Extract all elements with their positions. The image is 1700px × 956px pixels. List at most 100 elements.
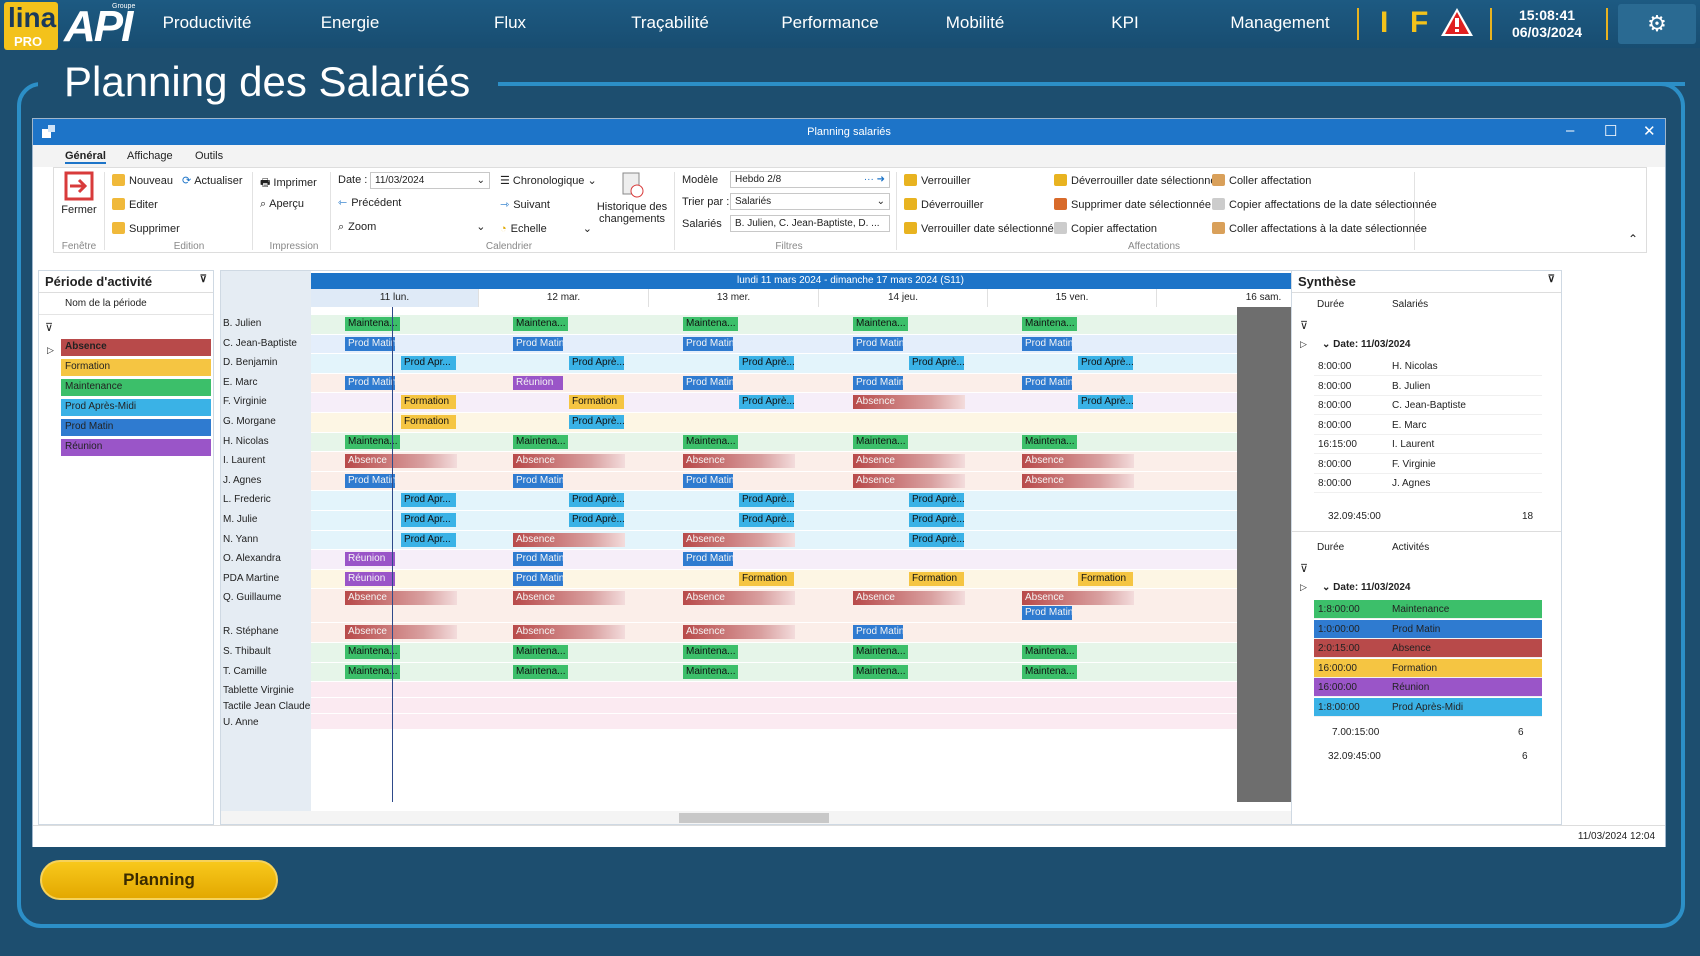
assignment-chip[interactable]: Prod Aprè... <box>569 513 624 527</box>
schedule-row[interactable] <box>311 393 1371 412</box>
supprimer-date-button[interactable]: Supprimer date sélectionnée <box>1054 198 1211 211</box>
assignment-chip[interactable]: Absence <box>683 454 795 469</box>
assignment-chip[interactable]: Prod Aprè... <box>739 356 794 371</box>
assignment-chip[interactable]: Prod Matin <box>345 375 395 390</box>
assignment-chip[interactable]: Absence <box>853 473 965 488</box>
day-header[interactable]: 12 mar. <box>479 289 649 307</box>
planning-button[interactable]: Planning <box>40 860 278 900</box>
assignment-chip[interactable]: Absence <box>853 591 965 606</box>
employee-name[interactable]: F. Virginie <box>223 396 267 408</box>
schedule-row[interactable] <box>311 714 1371 730</box>
table-row[interactable]: 8:00:00 J. Agnes <box>1314 474 1542 493</box>
indicator-f[interactable]: F <box>1410 6 1429 39</box>
minimize-icon[interactable]: – <box>1566 122 1575 139</box>
nav-productivite[interactable]: Productivité <box>162 13 252 32</box>
assignment-chip[interactable]: Prod Apr... <box>401 513 456 527</box>
schedule-row[interactable] <box>311 432 1371 452</box>
employee-name[interactable]: J. Agnes <box>223 474 262 486</box>
actualiser-button[interactable]: ⟳ Actualiser <box>182 175 243 187</box>
day-header[interactable]: 11 lun. <box>311 289 479 307</box>
legend-item[interactable]: Maintenance <box>61 379 211 396</box>
table-row[interactable]: 8:00:00 C. Jean-Baptiste <box>1314 396 1542 415</box>
assignment-chip[interactable]: Prod Matin <box>853 625 903 640</box>
group-date-2[interactable]: ⌄ Date: 11/03/2024 <box>1322 582 1411 593</box>
assignment-chip[interactable]: Prod Apr... <box>401 493 456 508</box>
nav-performance[interactable]: Performance <box>781 13 879 32</box>
schedule-row[interactable] <box>311 643 1371 662</box>
table-row[interactable]: 1:8:00:00 Maintenance <box>1314 600 1542 619</box>
assignment-chip[interactable]: Prod Aprè... <box>739 513 794 527</box>
schedule-row[interactable] <box>311 373 1371 393</box>
pin-icon[interactable]: ⊽ <box>199 274 207 285</box>
apercu-button[interactable]: ⌕ Aperçu <box>260 198 305 210</box>
day-header[interactable]: 15 ven. <box>988 289 1157 307</box>
assignment-chip[interactable]: Maintena... <box>1022 317 1077 331</box>
fermer-button[interactable]: Fermer <box>58 171 100 216</box>
filter-icon[interactable]: ⊽ <box>1300 563 1309 575</box>
chronologique-dropdown[interactable]: ☰ Chronologique ⌄ <box>500 175 597 187</box>
table-row[interactable]: 1:0:00:00 Prod Matin <box>1314 619 1542 639</box>
nouveau-button[interactable]: Nouveau <box>112 174 173 187</box>
copier-affectation-button[interactable]: Copier affectation <box>1054 222 1157 235</box>
assignment-chip[interactable]: Prod Matin <box>1022 375 1072 390</box>
employee-name[interactable]: Tactile Jean Claude <box>223 701 311 713</box>
day-header[interactable]: 13 mer. <box>649 289 819 307</box>
tab-outils[interactable]: Outils <box>195 150 224 162</box>
zoom-button[interactable]: ⌕ Zoom ⌄ <box>338 221 486 233</box>
employee-name[interactable]: PDA Martine <box>223 572 280 584</box>
schedule-row[interactable] <box>311 471 1371 491</box>
maximize-icon[interactable]: ☐ <box>1604 123 1618 140</box>
employee-name[interactable]: Q. Guillaume <box>223 592 282 604</box>
nav-kpi[interactable]: KPI <box>1111 13 1139 32</box>
assignment-chip[interactable]: Maintena... <box>683 645 738 659</box>
schedule-row[interactable] <box>311 315 1371 334</box>
assignment-chip[interactable]: Réunion <box>513 375 563 390</box>
schedule-row[interactable] <box>311 530 1371 550</box>
assignment-chip[interactable]: Absence <box>683 532 795 547</box>
assignment-chip[interactable]: Prod Matin <box>513 336 563 351</box>
assignment-chip[interactable]: Prod Aprè... <box>909 513 964 527</box>
editer-button[interactable]: Editer <box>112 198 158 211</box>
assignment-chip[interactable]: Absence <box>345 625 457 640</box>
assignment-chip[interactable]: Prod Aprè... <box>569 356 624 371</box>
legend-item[interactable]: Réunion <box>61 439 211 456</box>
schedule-row[interactable] <box>311 452 1371 471</box>
schedule-row[interactable] <box>311 413 1371 432</box>
filter-icon[interactable]: ⊽ <box>45 322 54 334</box>
schedule-row[interactable] <box>311 491 1371 510</box>
table-row[interactable]: 8:00:00 H. Nicolas <box>1314 357 1542 376</box>
assignment-chip[interactable]: Prod Aprè... <box>569 415 624 429</box>
tab-general[interactable]: Général <box>65 150 106 164</box>
schedule-row[interactable] <box>311 550 1371 569</box>
schedule-row[interactable] <box>311 682 1371 698</box>
assignment-chip[interactable]: Absence <box>683 625 795 640</box>
assignment-chip[interactable]: Prod Apr... <box>401 532 456 547</box>
employee-name[interactable]: O. Alexandra <box>223 553 281 565</box>
assignment-chip[interactable]: Absence <box>513 454 625 469</box>
employee-name[interactable]: S. Thibault <box>223 646 271 657</box>
table-row[interactable]: 8:00:00 B. Julien <box>1314 377 1542 396</box>
assignment-chip[interactable]: Formation <box>401 395 456 410</box>
table-row[interactable]: 8:00:00 E. Marc <box>1314 416 1542 435</box>
assignment-chip[interactable]: Prod Matin <box>1022 336 1072 351</box>
assignment-chip[interactable]: Maintena... <box>853 434 908 449</box>
legend-item[interactable]: Prod Après-Midi <box>61 399 211 416</box>
assignment-chip[interactable]: Formation <box>909 571 964 586</box>
assignment-chip[interactable]: Réunion <box>345 552 395 567</box>
employee-name[interactable]: L. Frederic <box>223 494 271 506</box>
assignment-chip[interactable]: Absence <box>853 395 965 410</box>
salaries-filter[interactable]: B. Julien, C. Jean-Baptiste, D. ... <box>730 215 890 232</box>
precedent-button[interactable]: ⇽ Précédent <box>338 197 402 209</box>
assignment-chip[interactable]: Prod Aprè... <box>909 356 964 371</box>
assignment-chip[interactable]: Maintena... <box>683 317 738 331</box>
employee-name[interactable]: I. Laurent <box>223 455 266 467</box>
expand-arrow-icon[interactable]: ▷ <box>47 345 54 355</box>
legend-item[interactable]: Formation <box>61 359 211 376</box>
nav-tracabilite[interactable]: Traçabilité <box>631 13 709 32</box>
assignment-chip[interactable]: Formation <box>739 571 794 586</box>
assignment-chip[interactable]: Prod Matin <box>853 336 903 351</box>
assignment-chip[interactable]: Prod Matin <box>513 473 563 488</box>
assignment-chip[interactable]: Prod Aprè... <box>739 395 794 410</box>
schedule-row[interactable] <box>311 569 1371 589</box>
assignment-chip[interactable]: Prod Aprè... <box>909 532 964 547</box>
